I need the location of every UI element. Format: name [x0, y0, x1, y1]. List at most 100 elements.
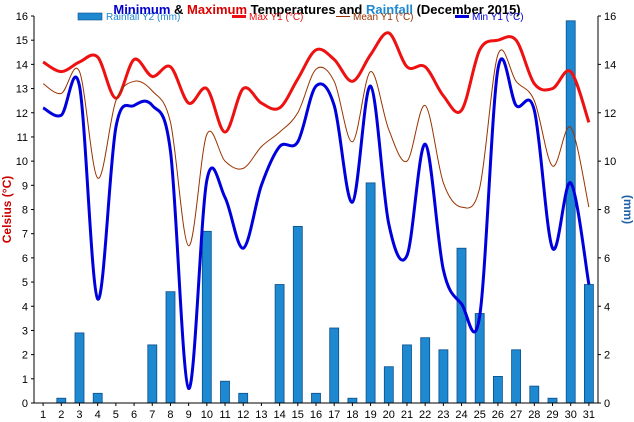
y-tick-label: 1	[22, 374, 28, 386]
x-tick-label: 13	[255, 409, 267, 421]
rainfall-bar	[311, 392, 321, 404]
rainfall-bar	[547, 397, 558, 404]
y-tick-label: 12	[16, 108, 28, 120]
y-tick-label: 0	[22, 398, 28, 410]
title-part-5: (December 2015)	[413, 2, 521, 17]
legend-swatch-rainfall	[77, 12, 103, 21]
y-tick-label: 3	[22, 325, 28, 337]
y2-tick-label: 12	[604, 108, 616, 120]
legend-label: Max Y1 (°C)	[249, 12, 303, 23]
max-temperature-line	[42, 31, 591, 134]
y-tick-label: 13	[16, 84, 28, 96]
title-part-2: Maximum	[187, 2, 247, 17]
y2-tick-label: 10	[604, 156, 616, 168]
x-tick-label: 20	[383, 409, 395, 421]
y-tick-label: 8	[22, 205, 28, 217]
rainfall-bars	[56, 20, 594, 404]
y2-tick-label: 2	[604, 350, 610, 362]
x-tick-label: 31	[583, 409, 595, 421]
y-tick-label: 2	[22, 350, 28, 362]
rainfall-bar	[456, 247, 467, 404]
rainfall-bar	[420, 337, 431, 404]
x-tick-label: 30	[565, 409, 577, 421]
x-tick-label: 9	[186, 409, 192, 421]
rainfall-bar	[402, 344, 412, 404]
title-part-0: Minimum	[113, 2, 170, 17]
title-part-3: Temperatures and	[247, 2, 366, 17]
x-tick-label: 14	[273, 409, 285, 421]
x-tick-label: 23	[437, 409, 449, 421]
rainfall-bar	[165, 291, 176, 404]
rainfall-bar	[511, 349, 522, 404]
x-tick-label: 10	[201, 409, 213, 421]
mean-temperature-line	[42, 49, 590, 247]
x-tick-label: 25	[474, 409, 486, 421]
rainfall-bar	[347, 397, 358, 404]
y-tick-label: 5	[22, 277, 28, 289]
y-tick-label: 4	[22, 301, 28, 313]
y2-tick-label: 6	[604, 253, 610, 265]
axes	[31, 15, 601, 406]
y-tick-label: 16	[16, 11, 28, 23]
y-tick-label: 7	[22, 229, 28, 241]
y2-axis-label: (mm)	[621, 195, 634, 224]
x-tick-label: 2	[58, 409, 64, 421]
x-tick-label: 24	[455, 409, 467, 421]
y2-tick-label: 8	[604, 205, 610, 217]
x-tick-label: 18	[346, 409, 358, 421]
title-part-4: Rainfall	[366, 2, 413, 17]
legend-label: Mean Y1 (°C)	[353, 12, 414, 23]
temperature-lines	[42, 31, 591, 391]
rainfall-bar	[584, 284, 594, 404]
x-tick-label: 26	[492, 409, 504, 421]
y2-tick-label: 0	[604, 398, 610, 410]
x-tick-label: 11	[219, 409, 230, 421]
y-tick-label: 15	[16, 35, 28, 47]
x-tick-label: 4	[95, 409, 101, 421]
x-tick-label: 21	[401, 409, 413, 421]
min-temperature-line	[42, 57, 591, 391]
y2-tick-label: 16	[604, 11, 616, 23]
rainfall-bar	[529, 385, 540, 404]
x-tick-label: 17	[328, 409, 340, 421]
rainfall-bar	[92, 392, 103, 404]
rainfall-bar	[274, 284, 285, 404]
y-tick-label: 14	[16, 59, 28, 71]
x-tick-label: 19	[364, 409, 376, 421]
rainfall-bar	[238, 392, 249, 404]
x-tick-label: 27	[510, 409, 522, 421]
y-tick-label: 11	[17, 132, 28, 144]
rainfall-bar	[383, 366, 394, 404]
rainfall-bar	[220, 380, 230, 404]
chart-title: Minimum & Maximum Temperatures and Rainf…	[113, 2, 520, 17]
legend: Rainfall Y2 (mm) Max Y1 (°C) Mean Y1 (°C) M…	[77, 12, 524, 23]
x-tick-label: 16	[310, 409, 322, 421]
y-tick-label: 10	[16, 156, 28, 168]
x-tick-label: 29	[546, 409, 558, 421]
rainfall-bar	[438, 349, 449, 404]
rainfall-bar	[365, 182, 376, 404]
x-tick-label: 3	[76, 409, 82, 421]
rainfall-bar	[492, 375, 503, 404]
rainfall-bar	[292, 225, 303, 404]
x-tick-label: 28	[528, 409, 540, 421]
x-tick-label: 5	[113, 409, 119, 421]
x-tick-label: 8	[167, 409, 173, 421]
x-tick-label: 6	[131, 409, 137, 421]
y-axis-label: Celsius (°C)	[0, 176, 14, 243]
rainfall-bar	[147, 344, 158, 404]
x-tick-label: 7	[149, 409, 155, 421]
x-tick-label: 1	[40, 409, 46, 421]
rainfall-bar	[201, 230, 212, 404]
y2-tick-label: 14	[604, 59, 616, 71]
legend-label: Min Y1 (°C)	[472, 12, 524, 23]
rainfall-bar	[74, 332, 85, 404]
x-tick-label: 12	[237, 409, 249, 421]
title-part-1: &	[170, 2, 187, 17]
x-tick-label: 22	[419, 409, 431, 421]
x-tick-label: 15	[292, 409, 304, 421]
rainfall-bar	[56, 397, 67, 404]
legend-label: Rainfall Y2 (mm)	[106, 12, 180, 23]
